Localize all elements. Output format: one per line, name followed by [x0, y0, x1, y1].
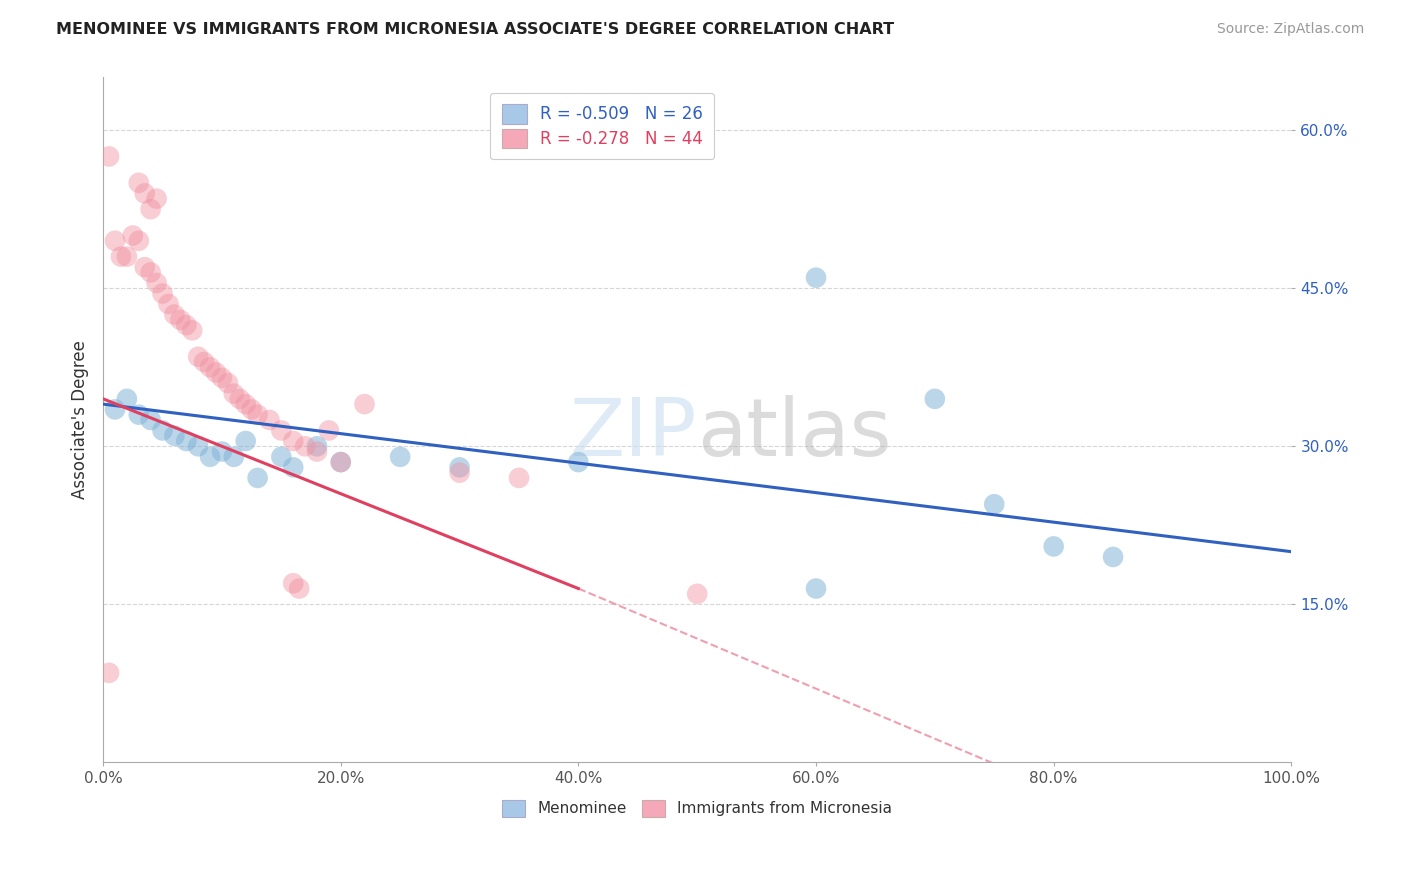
Point [104, 402, 127, 417]
Point [1102, 549, 1125, 564]
Point [329, 455, 352, 469]
Point [211, 371, 233, 385]
Point [121, 228, 143, 243]
Point [169, 313, 191, 327]
Point [924, 392, 946, 406]
Point [198, 360, 221, 375]
Point [187, 350, 209, 364]
Y-axis label: Associate's Degree: Associate's Degree [72, 341, 89, 500]
Point [145, 192, 167, 206]
Point [983, 497, 1005, 511]
Point [211, 444, 233, 458]
Point [305, 439, 328, 453]
Point [115, 392, 138, 406]
Point [163, 308, 186, 322]
Point [176, 434, 198, 448]
Text: MENOMINEE VS IMMIGRANTS FROM MICRONESIA ASSOCIATE'S DEGREE CORRELATION CHART: MENOMINEE VS IMMIGRANTS FROM MICRONESIA … [56, 22, 894, 37]
Point [270, 450, 292, 464]
Point [145, 276, 167, 290]
Point [222, 386, 245, 401]
Point [235, 434, 257, 448]
Point [115, 250, 138, 264]
Point [181, 323, 204, 337]
Point [1042, 540, 1064, 554]
Point [205, 366, 228, 380]
Point [449, 466, 471, 480]
Point [246, 408, 269, 422]
Legend: Menominee, Immigrants from Micronesia: Menominee, Immigrants from Micronesia [496, 793, 898, 823]
Point [283, 576, 305, 591]
Point [104, 234, 127, 248]
Point [804, 270, 827, 285]
Point [217, 376, 239, 390]
Point [283, 460, 305, 475]
Point [235, 397, 257, 411]
Point [222, 450, 245, 464]
Point [187, 439, 209, 453]
Point [283, 434, 305, 448]
Point [804, 582, 827, 596]
Text: ZIP: ZIP [569, 394, 697, 473]
Point [157, 297, 180, 311]
Point [318, 424, 340, 438]
Point [134, 260, 156, 274]
Point [353, 397, 375, 411]
Text: atlas: atlas [697, 394, 891, 473]
Point [329, 455, 352, 469]
Point [152, 424, 174, 438]
Point [288, 582, 311, 596]
Point [259, 413, 281, 427]
Point [163, 429, 186, 443]
Point [128, 176, 150, 190]
Point [139, 202, 162, 216]
Point [229, 392, 252, 406]
Point [139, 265, 162, 279]
Text: Source: ZipAtlas.com: Source: ZipAtlas.com [1216, 22, 1364, 37]
Point [449, 460, 471, 475]
Point [389, 450, 412, 464]
Point [128, 234, 150, 248]
Point [98, 665, 121, 680]
Point [305, 444, 328, 458]
Point [128, 408, 150, 422]
Point [176, 318, 198, 332]
Point [246, 471, 269, 485]
Point [152, 286, 174, 301]
Point [686, 587, 709, 601]
Point [139, 413, 162, 427]
Point [270, 424, 292, 438]
Point [198, 450, 221, 464]
Point [294, 439, 316, 453]
Point [508, 471, 530, 485]
Point [110, 250, 132, 264]
Point [240, 402, 263, 417]
Point [193, 355, 215, 369]
Point [134, 186, 156, 201]
Point [567, 455, 589, 469]
Point [98, 149, 121, 163]
